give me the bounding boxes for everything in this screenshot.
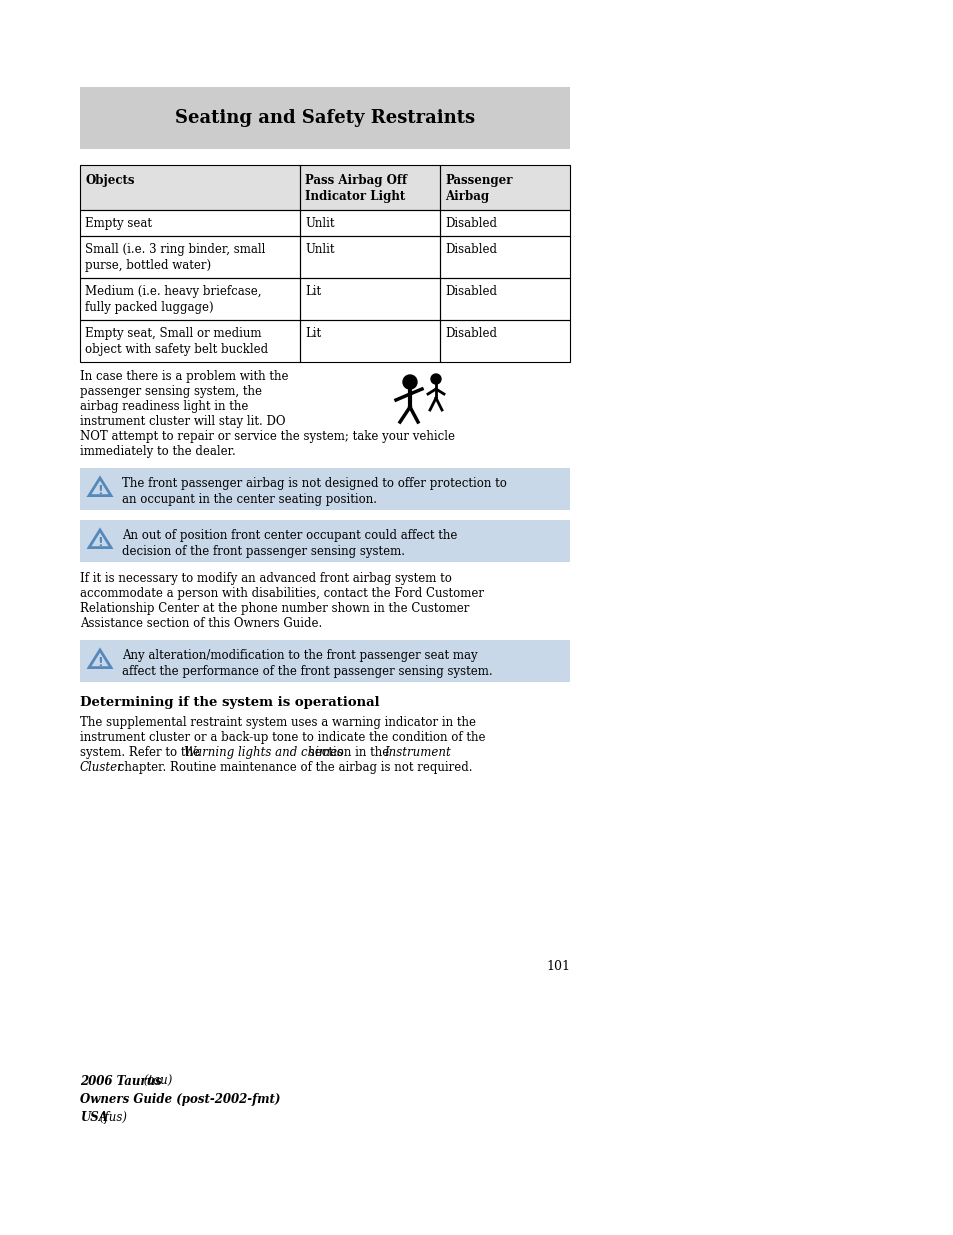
Text: Determining if the system is operational: Determining if the system is operational bbox=[80, 697, 379, 709]
Text: system. Refer to the: system. Refer to the bbox=[80, 746, 204, 760]
Bar bbox=[80, 210, 299, 236]
Text: accommodate a person with disabilities, contact the Ford Customer: accommodate a person with disabilities, … bbox=[80, 587, 483, 600]
Text: The front passenger airbag is not designed to offer protection to: The front passenger airbag is not design… bbox=[122, 477, 506, 490]
Text: fully packed luggage): fully packed luggage) bbox=[85, 301, 213, 314]
Text: section in the: section in the bbox=[305, 746, 393, 760]
Bar bbox=[80, 320, 299, 362]
Text: In case there is a problem with the: In case there is a problem with the bbox=[80, 370, 288, 383]
Bar bbox=[439, 320, 569, 362]
Text: object with safety belt buckled: object with safety belt buckled bbox=[85, 343, 268, 356]
Text: USA: USA bbox=[80, 1112, 108, 1124]
Text: Disabled: Disabled bbox=[444, 217, 497, 230]
Text: Disabled: Disabled bbox=[444, 327, 497, 340]
Text: Lit: Lit bbox=[305, 327, 321, 340]
Text: airbag readiness light in the: airbag readiness light in the bbox=[80, 400, 248, 412]
Text: Instrument: Instrument bbox=[384, 746, 451, 760]
Bar bbox=[80, 236, 299, 278]
Bar bbox=[299, 165, 439, 210]
Circle shape bbox=[431, 374, 440, 384]
Text: Cluster: Cluster bbox=[80, 761, 124, 774]
Text: affect the performance of the front passenger sensing system.: affect the performance of the front pass… bbox=[122, 664, 492, 678]
Bar bbox=[299, 320, 439, 362]
Text: 101: 101 bbox=[545, 960, 569, 973]
Bar bbox=[299, 236, 439, 278]
Bar bbox=[299, 278, 439, 320]
Text: !: ! bbox=[97, 536, 103, 548]
Text: an occupant in the center seating position.: an occupant in the center seating positi… bbox=[122, 493, 376, 506]
Text: !: ! bbox=[97, 483, 103, 496]
Text: Warning lights and chimes: Warning lights and chimes bbox=[184, 746, 343, 760]
Text: Assistance section of this Owners Guide.: Assistance section of this Owners Guide. bbox=[80, 618, 322, 630]
Text: decision of the front passenger sensing system.: decision of the front passenger sensing … bbox=[122, 545, 405, 558]
Text: Passenger: Passenger bbox=[444, 174, 512, 186]
Text: purse, bottled water): purse, bottled water) bbox=[85, 259, 211, 272]
Text: instrument cluster will stay lit. DO: instrument cluster will stay lit. DO bbox=[80, 415, 285, 429]
Text: The supplemental restraint system uses a warning indicator in the: The supplemental restraint system uses a… bbox=[80, 716, 476, 729]
Text: Airbag: Airbag bbox=[444, 190, 489, 203]
Bar bbox=[439, 210, 569, 236]
Text: Empty seat: Empty seat bbox=[85, 217, 152, 230]
Text: Unlit: Unlit bbox=[305, 217, 335, 230]
Text: Empty seat, Small or medium: Empty seat, Small or medium bbox=[85, 327, 261, 340]
Text: Indicator Light: Indicator Light bbox=[305, 190, 405, 203]
Text: passenger sensing system, the: passenger sensing system, the bbox=[80, 385, 262, 398]
Text: Seating and Safety Restraints: Seating and Safety Restraints bbox=[174, 109, 475, 127]
Text: (fus): (fus) bbox=[96, 1112, 128, 1124]
Text: Unlit: Unlit bbox=[305, 243, 335, 256]
Bar bbox=[80, 165, 299, 210]
Bar bbox=[80, 640, 569, 682]
Bar bbox=[439, 278, 569, 320]
Bar bbox=[80, 520, 569, 562]
Text: immediately to the dealer.: immediately to the dealer. bbox=[80, 445, 235, 458]
Text: Any alteration/modification to the front passenger seat may: Any alteration/modification to the front… bbox=[122, 650, 477, 662]
Text: instrument cluster or a back-up tone to indicate the condition of the: instrument cluster or a back-up tone to … bbox=[80, 731, 485, 743]
Text: Medium (i.e. heavy briefcase,: Medium (i.e. heavy briefcase, bbox=[85, 285, 261, 298]
Text: !: ! bbox=[97, 656, 103, 668]
Circle shape bbox=[402, 375, 416, 389]
Text: Pass Airbag Off: Pass Airbag Off bbox=[305, 174, 407, 186]
Text: Objects: Objects bbox=[85, 174, 134, 186]
Bar bbox=[439, 165, 569, 210]
Text: chapter. Routine maintenance of the airbag is not required.: chapter. Routine maintenance of the airb… bbox=[113, 761, 472, 774]
Bar bbox=[80, 165, 569, 210]
Text: 2006 Taurus: 2006 Taurus bbox=[80, 1074, 162, 1088]
Text: Small (i.e. 3 ring binder, small: Small (i.e. 3 ring binder, small bbox=[85, 243, 265, 256]
Bar bbox=[299, 210, 439, 236]
Bar bbox=[80, 86, 569, 149]
Text: Lit: Lit bbox=[305, 285, 321, 298]
Bar bbox=[80, 468, 569, 510]
Text: NOT attempt to repair or service the system; take your vehicle: NOT attempt to repair or service the sys… bbox=[80, 430, 455, 443]
Text: An out of position front center occupant could affect the: An out of position front center occupant… bbox=[122, 529, 456, 542]
Bar bbox=[80, 278, 299, 320]
Text: Disabled: Disabled bbox=[444, 285, 497, 298]
Text: Owners Guide (post-2002-fmt): Owners Guide (post-2002-fmt) bbox=[80, 1093, 280, 1107]
Text: Disabled: Disabled bbox=[444, 243, 497, 256]
Bar bbox=[439, 236, 569, 278]
Text: Relationship Center at the phone number shown in the Customer: Relationship Center at the phone number … bbox=[80, 601, 469, 615]
Text: If it is necessary to modify an advanced front airbag system to: If it is necessary to modify an advanced… bbox=[80, 572, 452, 585]
Text: (tau): (tau) bbox=[140, 1074, 172, 1088]
